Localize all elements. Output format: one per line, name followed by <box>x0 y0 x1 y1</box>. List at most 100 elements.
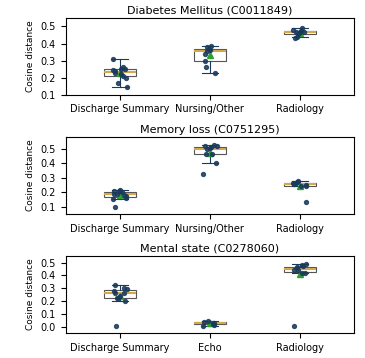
Point <box>295 31 301 37</box>
Point <box>111 191 117 197</box>
Point <box>203 64 209 69</box>
Point <box>214 143 220 149</box>
Point <box>211 320 217 325</box>
Point <box>211 322 217 328</box>
PathPatch shape <box>104 192 135 197</box>
Point <box>210 321 216 327</box>
PathPatch shape <box>104 290 135 298</box>
Point <box>112 70 118 76</box>
Point <box>118 71 124 77</box>
Point <box>302 271 308 276</box>
Point <box>291 181 297 187</box>
Point <box>121 192 127 198</box>
PathPatch shape <box>194 147 226 154</box>
Point <box>124 84 130 90</box>
Point <box>119 189 125 195</box>
Point <box>121 285 127 291</box>
Point <box>299 183 304 188</box>
Point <box>209 151 215 156</box>
Point <box>208 43 214 49</box>
PathPatch shape <box>284 183 316 185</box>
Point <box>204 146 210 152</box>
Point <box>204 48 210 54</box>
Point <box>291 180 296 185</box>
Point <box>111 188 117 194</box>
Point <box>124 194 130 199</box>
Point <box>211 142 217 148</box>
Point <box>303 262 308 267</box>
PathPatch shape <box>284 31 316 34</box>
Point <box>123 195 129 201</box>
Point <box>121 290 127 295</box>
Point <box>203 151 209 157</box>
Point <box>303 182 309 188</box>
Point <box>207 48 213 53</box>
Point <box>123 75 129 81</box>
Point <box>295 264 300 270</box>
Point <box>116 189 122 194</box>
Point <box>299 262 305 268</box>
Point <box>203 144 208 149</box>
Point <box>299 28 304 34</box>
Point <box>295 267 300 273</box>
Point <box>294 265 300 271</box>
Point <box>111 67 116 73</box>
Point <box>303 199 309 205</box>
Point <box>294 34 300 39</box>
Point <box>299 25 304 31</box>
Point <box>292 323 297 329</box>
Point <box>111 288 116 294</box>
Point <box>295 179 300 185</box>
Point <box>112 204 118 209</box>
Point <box>213 160 219 166</box>
Point <box>200 323 205 329</box>
Point <box>295 178 301 184</box>
Y-axis label: Cosine distance: Cosine distance <box>26 140 35 211</box>
Point <box>301 30 307 35</box>
Point <box>303 183 308 189</box>
Point <box>118 66 124 72</box>
Title: Memory loss (C0751295): Memory loss (C0751295) <box>140 125 280 135</box>
PathPatch shape <box>194 49 226 61</box>
Point <box>208 144 214 150</box>
Point <box>207 145 213 151</box>
Point <box>114 192 120 197</box>
Point <box>205 319 211 324</box>
Y-axis label: Cosine distance: Cosine distance <box>26 258 35 330</box>
Point <box>124 286 130 292</box>
Point <box>118 293 123 299</box>
Point <box>114 323 119 329</box>
Point <box>111 197 116 202</box>
Point <box>120 73 126 79</box>
Point <box>206 46 212 52</box>
Point <box>112 68 118 74</box>
Point <box>115 295 120 301</box>
Point <box>112 290 118 296</box>
Point <box>117 187 123 193</box>
Point <box>112 282 118 288</box>
Y-axis label: Cosine distance: Cosine distance <box>26 20 35 92</box>
Point <box>202 58 208 63</box>
Point <box>202 51 208 57</box>
Title: Diabetes Mellitus (C0011849): Diabetes Mellitus (C0011849) <box>127 6 293 16</box>
Point <box>300 263 306 269</box>
Point <box>122 66 128 72</box>
Point <box>296 30 302 36</box>
Point <box>201 319 207 325</box>
PathPatch shape <box>194 322 226 324</box>
Point <box>210 320 216 326</box>
PathPatch shape <box>104 69 135 76</box>
Point <box>293 30 299 35</box>
Point <box>212 70 218 76</box>
Point <box>299 270 305 276</box>
Point <box>204 44 210 50</box>
Point <box>291 267 297 273</box>
Point <box>293 180 299 186</box>
PathPatch shape <box>284 266 316 272</box>
Point <box>292 35 298 41</box>
Point <box>122 298 127 304</box>
Point <box>120 64 126 70</box>
Title: Mental state (C0278060): Mental state (C0278060) <box>140 244 280 254</box>
Point <box>291 27 296 33</box>
Point <box>297 29 303 34</box>
